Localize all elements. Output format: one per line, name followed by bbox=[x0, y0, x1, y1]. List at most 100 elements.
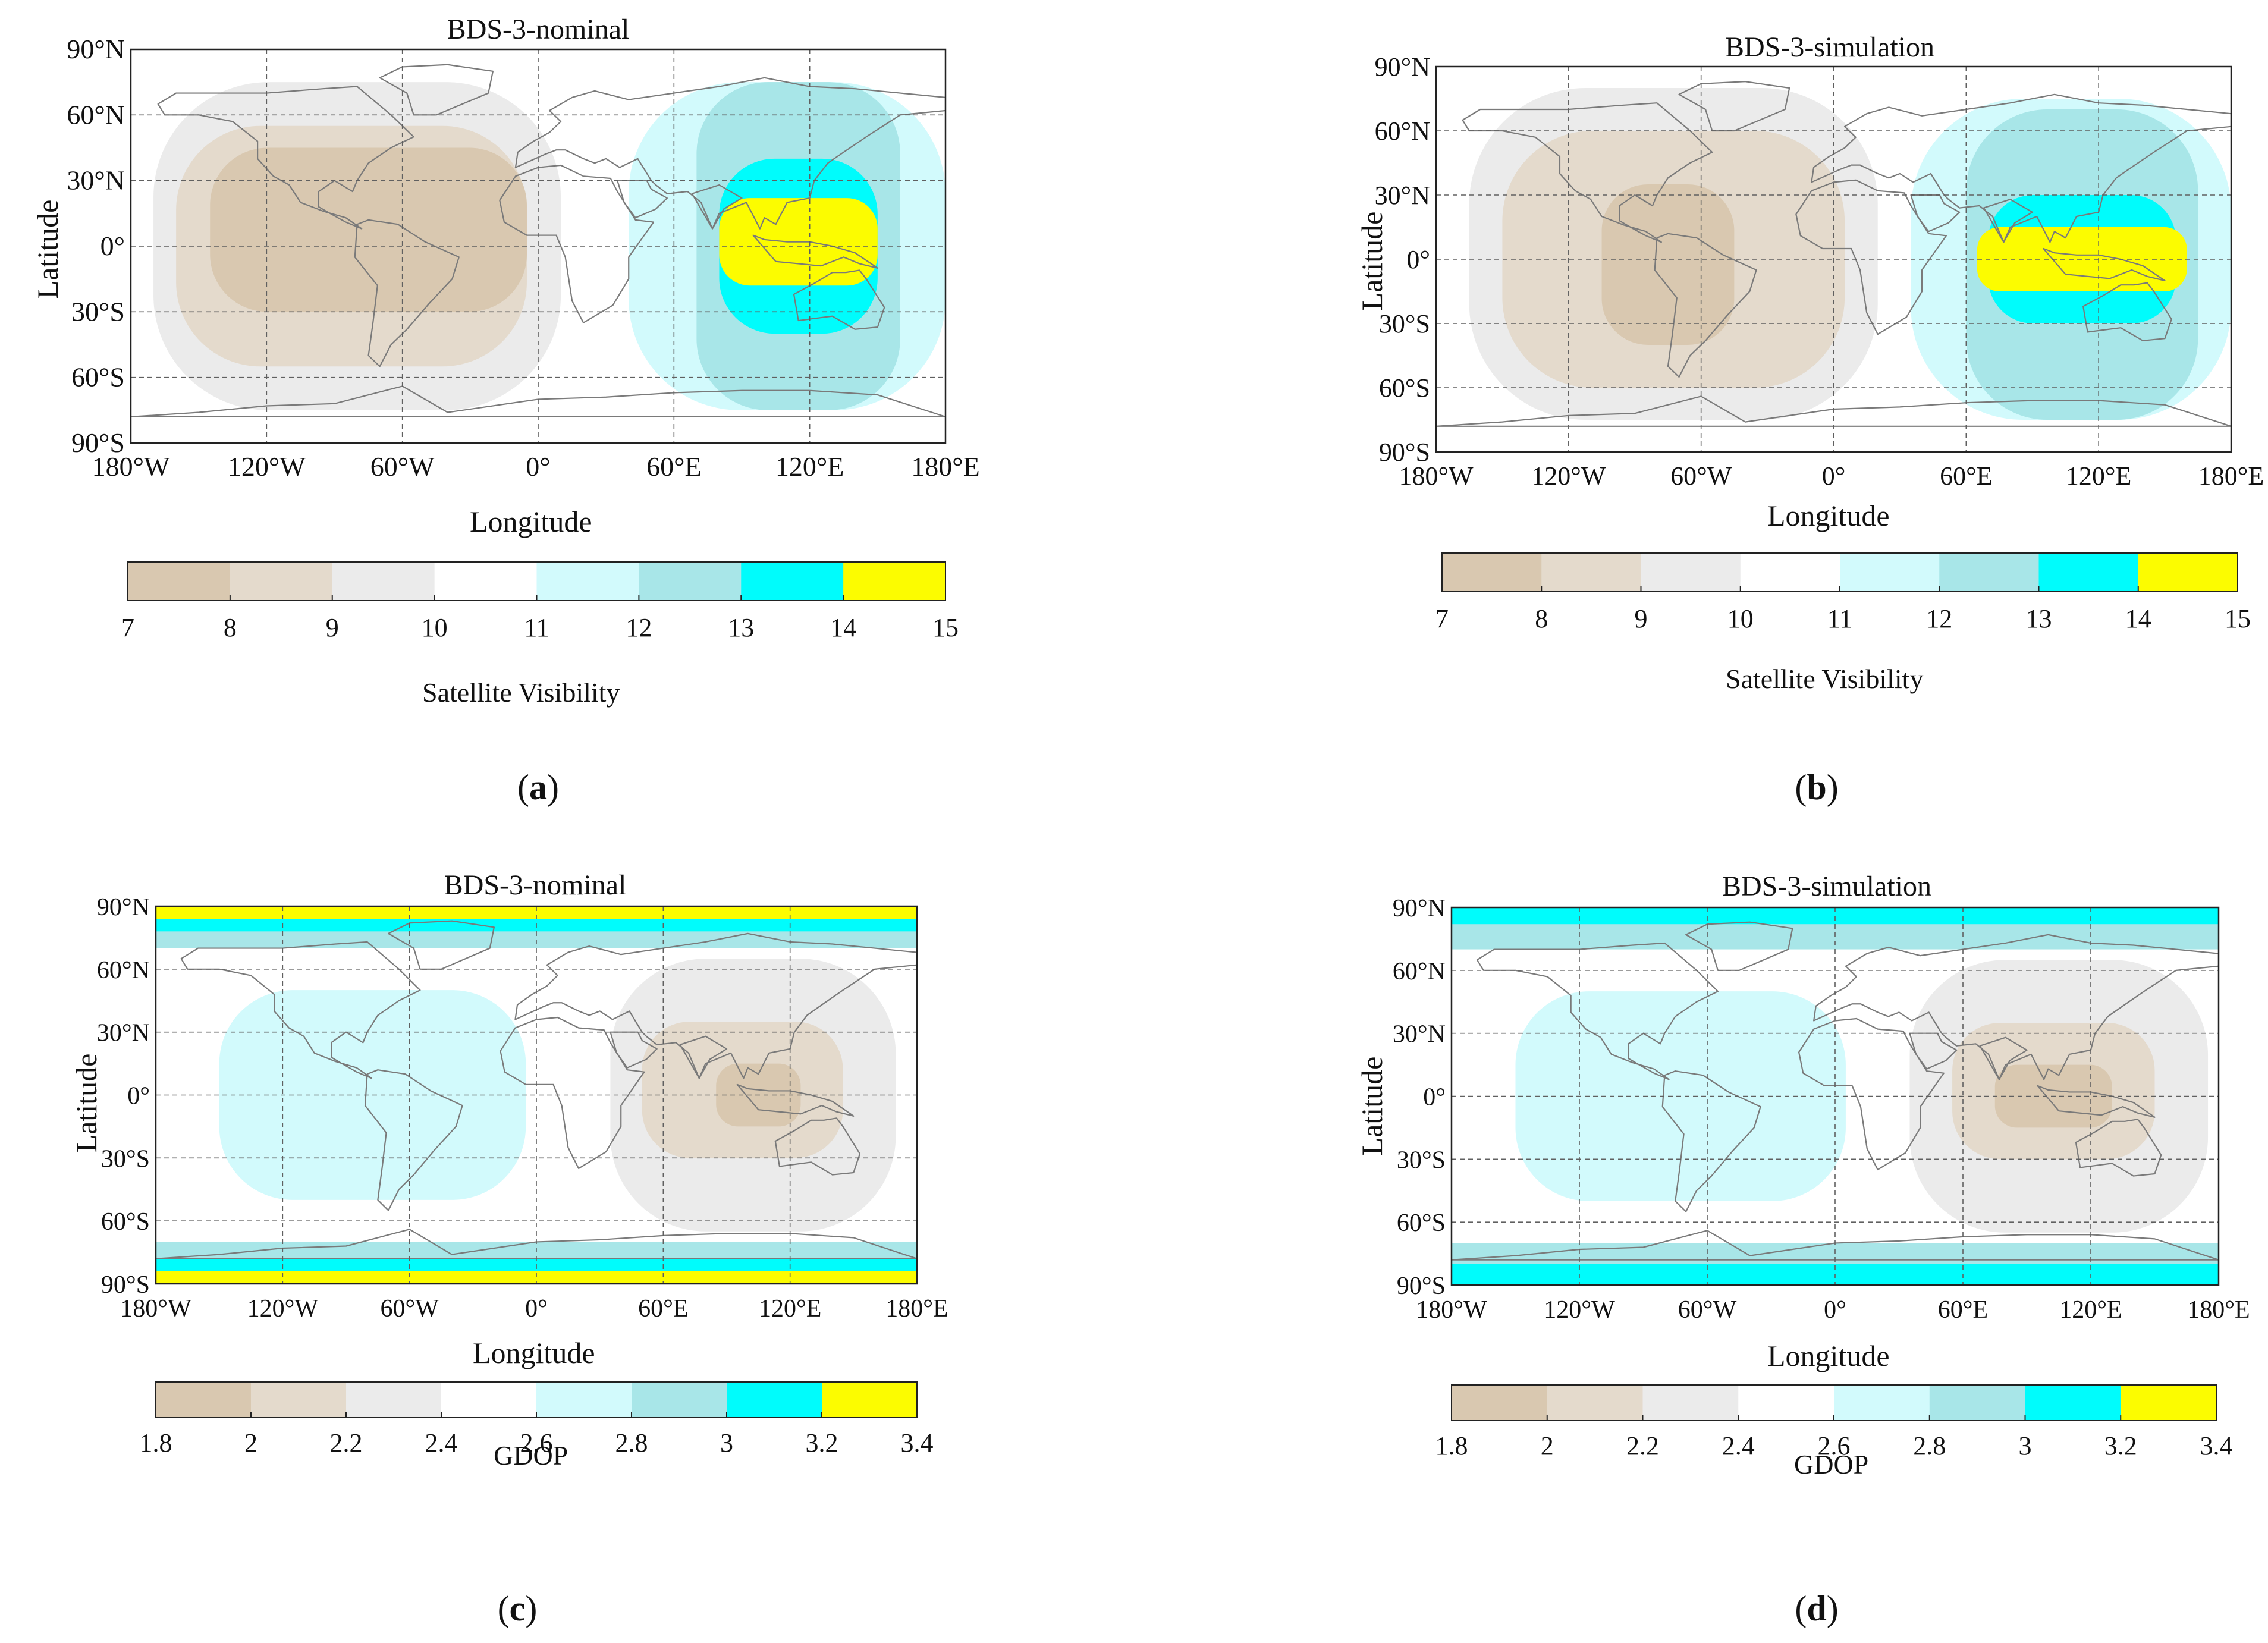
map-title: BDS-3-simulation bbox=[1722, 871, 1931, 902]
coastline-india bbox=[1983, 199, 2033, 243]
colorbar-tick-label: 3 bbox=[720, 1428, 733, 1457]
coastline-arabia bbox=[610, 1031, 658, 1069]
colorbar-swatch-2 bbox=[1547, 1385, 1643, 1421]
colorbar-tick-label: 7 bbox=[1435, 604, 1449, 633]
lat-tick-label: 60°N bbox=[1375, 117, 1430, 146]
colorbar-label: GDOP bbox=[494, 1440, 568, 1471]
lat-tick-label: 30°N bbox=[67, 165, 125, 196]
colorbar-tick-label: 8 bbox=[224, 613, 237, 642]
lon-tick-label: 60°W bbox=[1678, 1296, 1737, 1324]
colorbar-tick-label: 14 bbox=[830, 613, 856, 642]
coastline-eurasia bbox=[514, 77, 945, 230]
lon-tick-label: 60°E bbox=[646, 451, 702, 482]
coastline-africa bbox=[499, 164, 655, 323]
coastline-india bbox=[691, 184, 743, 230]
colorbar-tick-label: 2.6 bbox=[1818, 1431, 1851, 1460]
colorbar-tick-label: 10 bbox=[1727, 604, 1754, 633]
y-axis-label: Latitude bbox=[1355, 1056, 1389, 1156]
lon-tick-label: 60°W bbox=[1670, 461, 1732, 491]
colorbar-swatch-2 bbox=[230, 562, 333, 601]
colorbar-swatch-7 bbox=[741, 562, 844, 601]
colorbar-swatch-6 bbox=[632, 1382, 727, 1418]
y-axis-label: Latitude bbox=[70, 1053, 103, 1153]
colorbar-swatch-3 bbox=[346, 1382, 442, 1418]
colorbar-tick-label: 2.2 bbox=[330, 1428, 363, 1457]
colorbar-swatch-1 bbox=[156, 1382, 252, 1418]
lat-tick-label: 90°S bbox=[71, 428, 125, 458]
lat-tick-label: 90°S bbox=[1379, 438, 1430, 467]
map-title: BDS-3-simulation bbox=[1724, 32, 1934, 63]
colorbar-tick-label: 11 bbox=[1827, 604, 1852, 633]
coastline-north-america bbox=[180, 941, 421, 1079]
lat-tick-label: 30°N bbox=[1375, 181, 1430, 210]
coastline-greenland bbox=[1685, 921, 1793, 971]
x-axis-label: Longitude bbox=[473, 1336, 595, 1369]
colorbar-tick-label: 9 bbox=[1635, 604, 1648, 633]
colorbar-swatch-1 bbox=[128, 562, 231, 601]
colorbar-swatch-3 bbox=[332, 562, 435, 601]
lon-tick-label: 120°W bbox=[228, 451, 306, 482]
colorbar-tick-label: 2.2 bbox=[1626, 1431, 1659, 1460]
lon-tick-label: 0° bbox=[526, 451, 550, 482]
lon-tick-label: 0° bbox=[1822, 461, 1846, 491]
colorbar-tick-label: 3.2 bbox=[806, 1428, 838, 1457]
colorbar-swatch-8 bbox=[2138, 553, 2238, 592]
colorbar-tick-label: 2 bbox=[244, 1428, 257, 1457]
map-frame bbox=[130, 48, 947, 444]
colorbar-tick-label: 2.4 bbox=[425, 1428, 458, 1457]
colorbar-swatch-6 bbox=[1929, 1385, 2025, 1421]
colorbar-tick-label: 13 bbox=[728, 613, 754, 642]
colorbar-swatch-4 bbox=[434, 562, 537, 601]
lat-tick-label: 90°N bbox=[97, 894, 150, 921]
colorbar-tick-label: 10 bbox=[422, 613, 448, 642]
coastline-south-america bbox=[1661, 1070, 1761, 1212]
coastline-antarctica bbox=[156, 1229, 917, 1259]
coastline-india bbox=[679, 1035, 728, 1079]
coastline-greenland bbox=[379, 64, 494, 116]
coastline-indonesia bbox=[2037, 1085, 2156, 1118]
lon-tick-label: 120°W bbox=[247, 1295, 319, 1322]
colorbar-swatch-7 bbox=[2025, 1385, 2121, 1421]
coastline-north-america bbox=[1462, 102, 1713, 243]
coastline-africa bbox=[500, 1016, 645, 1170]
map-frame bbox=[155, 905, 918, 1285]
colorbar-swatch-5 bbox=[1834, 1385, 1930, 1421]
colorbar-tick-label: 3 bbox=[2019, 1431, 2032, 1460]
coastline-indonesia bbox=[736, 1083, 855, 1117]
map-frame bbox=[1450, 906, 2220, 1286]
contour-region-bin-1 bbox=[210, 147, 527, 312]
colorbar-label: Satellite Visibility bbox=[422, 677, 620, 708]
panel-d: BDS-3-simulation 90°N 60°N 30°N 0° 30°S 60°S 9… bbox=[1134, 821, 2268, 1642]
coastline-indonesia bbox=[752, 234, 878, 269]
lon-tick-label: 180°E bbox=[2187, 1296, 2250, 1324]
map-title: BDS-3-nominal bbox=[447, 14, 630, 45]
colorbar-swatch-6 bbox=[639, 562, 742, 601]
lon-tick-label: 180°E bbox=[911, 451, 980, 482]
lon-tick-label: 180°W bbox=[1399, 461, 1474, 491]
lon-tick-label: 180°W bbox=[92, 451, 170, 482]
panel-a: BDS-3-nominal 90°N 60°N 30°N 0° 30°S 60°S 90°S… bbox=[0, 0, 1134, 821]
colorbar-tick-label: 8 bbox=[1535, 604, 1548, 633]
lon-tick-label: 120°W bbox=[1531, 461, 1606, 491]
lat-tick-label: 60°N bbox=[1393, 958, 1446, 985]
lon-tick-label: 120°E bbox=[2066, 461, 2131, 491]
coastline-south-america bbox=[354, 219, 460, 367]
coastline-antarctica bbox=[131, 385, 945, 417]
colorbar-tick-label: 1.8 bbox=[140, 1428, 172, 1457]
lat-tick-label: 0° bbox=[127, 1083, 150, 1110]
colorbar-tick-label: 9 bbox=[326, 613, 339, 642]
coastline-north-america bbox=[157, 86, 414, 230]
lon-tick-label: 60°E bbox=[638, 1295, 688, 1322]
colorbar-swatch-6 bbox=[1939, 553, 2039, 592]
caption: (b) bbox=[1795, 768, 1839, 807]
coastline-australia bbox=[2075, 1119, 2162, 1177]
caption: (d) bbox=[1795, 1589, 1839, 1628]
colorbar-swatch-1 bbox=[1452, 1385, 1548, 1421]
lon-tick-label: 0° bbox=[1824, 1296, 1846, 1324]
coastline-australia bbox=[774, 1117, 861, 1176]
colorbar-swatch-4 bbox=[1738, 1385, 1834, 1421]
coastline-arabia bbox=[1910, 194, 1961, 233]
colorbar-tick-label: 12 bbox=[626, 613, 652, 642]
